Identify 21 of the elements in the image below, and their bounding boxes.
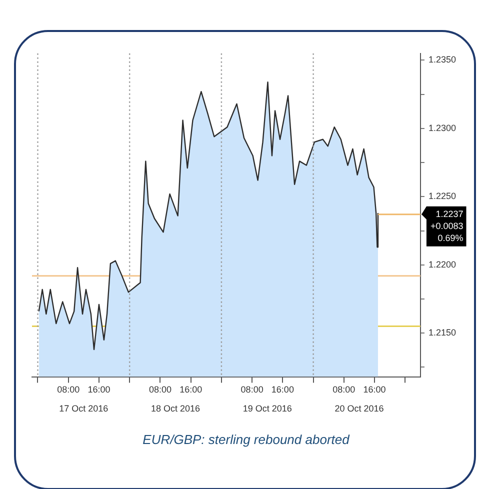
x-tick-label: 08:00 [240,384,264,395]
x2-tick-label: 20 Oct 2016 [334,403,384,414]
y-tick-label: 1.2350 [428,54,456,65]
x2-tick-label: 18 Oct 2016 [151,403,200,414]
x-tick-label: 16:00 [363,384,386,395]
y-tick-label: 1.2300 [428,122,456,133]
y-tick-label: 1.2150 [428,328,456,338]
x2-tick-label: 17 Oct 2016 [59,403,108,414]
y-tick-label: 1.2250 [428,191,456,202]
x-tick-label: 08:00 [148,384,172,395]
x-tick-label: 08:00 [57,384,80,395]
text: 0.69% [438,232,464,243]
x2-tick-label: 19 Oct 2016 [242,403,292,414]
y-tick-label: 1.2200 [428,259,456,270]
x-tick-label: 16:00 [180,384,202,395]
ref-line-label: 1.2237 [436,208,464,219]
x-tick-label: 16:00 [271,384,294,395]
text: EUR/GBP: sterling rebound aborted [142,432,350,447]
x-tick-label: 08:00 [332,384,356,395]
text: +0.0083 [430,220,464,231]
x-tick-label: 16:00 [88,384,110,395]
